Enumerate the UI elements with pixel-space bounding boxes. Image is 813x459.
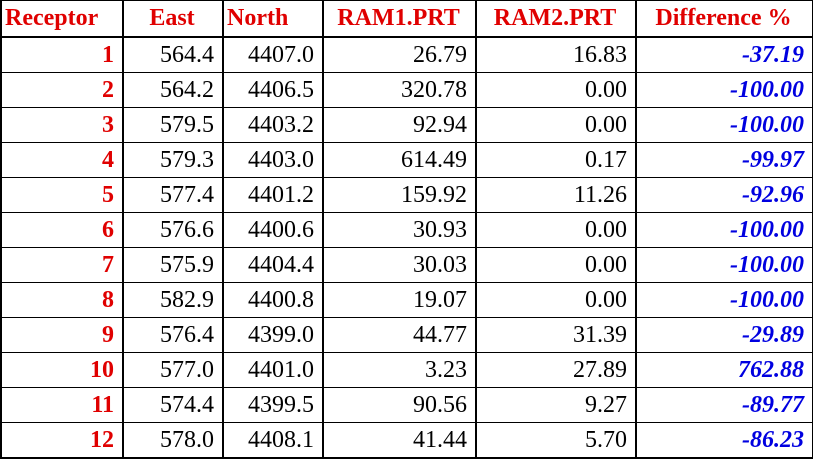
cell-ram2: 16.83 [475,36,636,73]
cell-receptor: 3 [0,107,123,143]
cell-ram1: 19.07 [322,282,476,318]
cell-receptor: 8 [0,282,123,318]
cell-receptor: 12 [0,422,123,459]
table-header: Receptor East North RAM1.PRT RAM2.PRT Di… [0,0,813,38]
cell-ram1: 159.92 [322,177,476,213]
cell-north: 4400.6 [222,212,323,248]
cell-difference: -86.23 [635,422,813,459]
cell-difference: -29.89 [635,317,813,353]
cell-difference: -100.00 [635,72,813,108]
cell-receptor: 11 [0,387,123,423]
cell-ram2: 0.00 [475,107,636,143]
cell-north: 4401.0 [222,352,323,388]
table-row: 8 582.9 4400.8 19.07 0.00 -100.00 [0,282,813,318]
cell-east: 574.4 [122,387,223,423]
cell-north: 4401.2 [222,177,323,213]
table-row: 9 576.4 4399.0 44.77 31.39 -29.89 [0,317,813,353]
cell-north: 4404.4 [222,247,323,283]
cell-east: 575.9 [122,247,223,283]
table-row: 2 564.2 4406.5 320.78 0.00 -100.00 [0,72,813,108]
header-ram1: RAM1.PRT [322,0,476,38]
cell-ram1: 30.03 [322,247,476,283]
cell-receptor: 9 [0,317,123,353]
cell-east: 577.0 [122,352,223,388]
cell-receptor: 5 [0,177,123,213]
cell-east: 576.6 [122,212,223,248]
cell-difference: -100.00 [635,282,813,318]
cell-difference: -100.00 [635,247,813,283]
header-receptor: Receptor [0,0,123,38]
header-east: East [122,0,223,38]
cell-ram2: 5.70 [475,422,636,459]
header-ram2: RAM2.PRT [475,0,636,38]
cell-ram1: 26.79 [322,36,476,73]
cell-ram2: 0.17 [475,142,636,178]
cell-ram1: 44.77 [322,317,476,353]
cell-east: 564.2 [122,72,223,108]
cell-ram2: 0.00 [475,247,636,283]
cell-ram1: 41.44 [322,422,476,459]
table-row: 11 574.4 4399.5 90.56 9.27 -89.77 [0,387,813,423]
cell-ram2: 9.27 [475,387,636,423]
header-north: North [222,0,323,38]
cell-ram2: 31.39 [475,317,636,353]
cell-north: 4407.0 [222,36,323,73]
cell-ram2: 0.00 [475,72,636,108]
cell-east: 576.4 [122,317,223,353]
cell-east: 582.9 [122,282,223,318]
table-row: 7 575.9 4404.4 30.03 0.00 -100.00 [0,247,813,283]
cell-east: 578.0 [122,422,223,459]
header-row: Receptor East North RAM1.PRT RAM2.PRT Di… [0,0,813,38]
cell-north: 4403.2 [222,107,323,143]
table-body: 1 564.4 4407.0 26.79 16.83 -37.19 2 564.2 4406.5… [0,36,813,459]
cell-difference: -37.19 [635,36,813,73]
cell-east: 579.3 [122,142,223,178]
table-row: 12 578.0 4408.1 41.44 5.70 -86.23 [0,422,813,459]
cell-north: 4406.5 [222,72,323,108]
table-row: 3 579.5 4403.2 92.94 0.00 -100.00 [0,107,813,143]
cell-north: 4403.0 [222,142,323,178]
cell-ram1: 30.93 [322,212,476,248]
cell-difference: -100.00 [635,212,813,248]
header-difference: Difference % [635,0,813,38]
table-row: 4 579.3 4403.0 614.49 0.17 -99.97 [0,142,813,178]
cell-receptor: 6 [0,212,123,248]
cell-north: 4408.1 [222,422,323,459]
cell-receptor: 10 [0,352,123,388]
cell-difference: -99.97 [635,142,813,178]
cell-difference: -92.96 [635,177,813,213]
cell-east: 577.4 [122,177,223,213]
table-row: 5 577.4 4401.2 159.92 11.26 -92.96 [0,177,813,213]
cell-ram1: 90.56 [322,387,476,423]
cell-north: 4400.8 [222,282,323,318]
cell-ram1: 614.49 [322,142,476,178]
cell-east: 564.4 [122,36,223,73]
cell-ram1: 92.94 [322,107,476,143]
cell-receptor: 7 [0,247,123,283]
cell-ram2: 0.00 [475,282,636,318]
cell-ram2: 27.89 [475,352,636,388]
cell-east: 579.5 [122,107,223,143]
table-row: 10 577.0 4401.0 3.23 27.89 762.88 [0,352,813,388]
cell-receptor: 1 [0,36,123,73]
cell-ram2: 11.26 [475,177,636,213]
cell-ram2: 0.00 [475,212,636,248]
cell-ram1: 320.78 [322,72,476,108]
table-row: 1 564.4 4407.0 26.79 16.83 -37.19 [0,36,813,73]
cell-difference: -100.00 [635,107,813,143]
cell-receptor: 4 [0,142,123,178]
cell-difference: -89.77 [635,387,813,423]
table-row: 6 576.6 4400.6 30.93 0.00 -100.00 [0,212,813,248]
cell-north: 4399.5 [222,387,323,423]
cell-ram1: 3.23 [322,352,476,388]
cell-north: 4399.0 [222,317,323,353]
cell-difference: 762.88 [635,352,813,388]
cell-receptor: 2 [0,72,123,108]
